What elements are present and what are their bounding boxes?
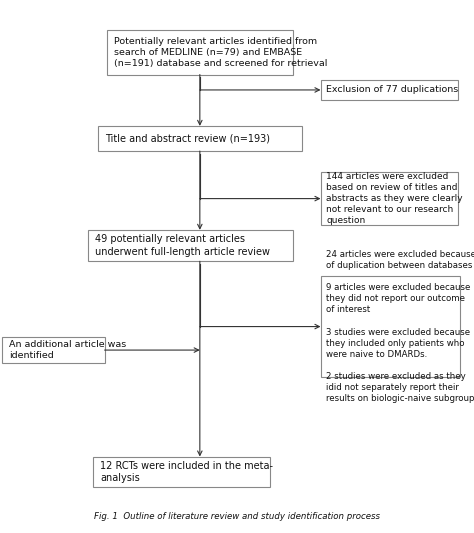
Text: An additional article was
identified: An additional article was identified: [9, 340, 127, 360]
Text: 12 RCTs were included in the meta-
analysis: 12 RCTs were included in the meta- analy…: [100, 461, 273, 483]
Bar: [88, 230, 293, 261]
Bar: [320, 79, 458, 100]
Bar: [98, 126, 302, 151]
Text: Potentially relevant articles identified from
search of MEDLINE (n=79) and EMBAS: Potentially relevant articles identified…: [114, 37, 327, 68]
Bar: [2, 337, 105, 363]
Bar: [107, 30, 293, 75]
Text: Title and abstract review (n=193): Title and abstract review (n=193): [105, 134, 270, 143]
Text: 49 potentially relevant articles
underwent full-length article review: 49 potentially relevant articles underwe…: [95, 235, 270, 257]
Bar: [93, 457, 270, 487]
Text: 24 articles were excluded because
of duplication between databases

9 articles w: 24 articles were excluded because of dup…: [326, 250, 474, 403]
Bar: [320, 173, 458, 225]
Text: Fig. 1  Outline of literature review and study identification process: Fig. 1 Outline of literature review and …: [94, 512, 380, 521]
Text: Exclusion of 77 duplications: Exclusion of 77 duplications: [326, 85, 458, 94]
Text: 144 articles were excluded
based on review of titles and
abstracts as they were : 144 articles were excluded based on revi…: [326, 172, 463, 225]
Bar: [320, 276, 460, 377]
